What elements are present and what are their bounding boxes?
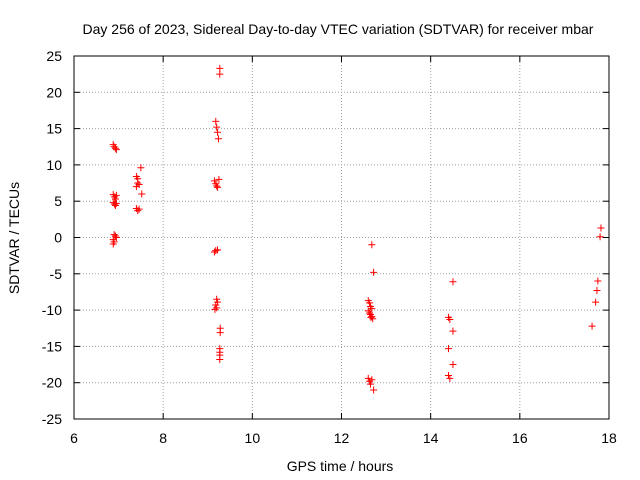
data-point bbox=[134, 207, 142, 215]
data-point bbox=[596, 233, 604, 241]
data-point bbox=[588, 322, 596, 330]
data-point bbox=[368, 241, 376, 249]
tick-labels: 6 8 10 12 14 16 18 25 20 15 10 5 0 -5 -10 -15 -20 -25 bbox=[42, 48, 617, 446]
data-point bbox=[597, 224, 605, 232]
data-point bbox=[112, 146, 120, 154]
data-point bbox=[109, 240, 117, 248]
x-tick-label: 12 bbox=[334, 430, 350, 446]
x-tick-label: 18 bbox=[601, 430, 617, 446]
data-point bbox=[593, 286, 601, 294]
y-tick-label: -20 bbox=[42, 375, 62, 391]
x-axis-title: GPS time / hours bbox=[287, 458, 394, 474]
y-tick-label: 15 bbox=[46, 121, 62, 137]
y-tick-label: -15 bbox=[42, 338, 62, 354]
data-point bbox=[366, 299, 374, 307]
x-tick-label: 16 bbox=[512, 430, 528, 446]
data-point bbox=[212, 301, 220, 309]
data-point bbox=[367, 313, 375, 321]
data-point bbox=[364, 374, 372, 382]
data-point bbox=[111, 200, 119, 208]
data-point bbox=[216, 355, 224, 363]
x-tick-label: 8 bbox=[159, 430, 167, 446]
data-point bbox=[213, 295, 221, 303]
data-point bbox=[135, 205, 143, 213]
y-tick-label: -5 bbox=[50, 266, 63, 282]
data-points bbox=[109, 64, 605, 394]
y-axis-title: SDTVAR / TECUs bbox=[6, 182, 22, 294]
y-tick-label: -25 bbox=[42, 411, 62, 427]
y-tick-label: 0 bbox=[54, 230, 62, 246]
data-point bbox=[111, 195, 119, 203]
data-point bbox=[369, 315, 377, 323]
y-tick-label: 25 bbox=[46, 48, 62, 64]
data-point bbox=[592, 298, 600, 306]
data-point bbox=[214, 135, 222, 143]
data-point bbox=[214, 128, 222, 136]
data-point bbox=[111, 144, 119, 152]
data-point bbox=[445, 371, 452, 379]
data-point bbox=[112, 191, 120, 199]
data-point bbox=[111, 232, 119, 240]
data-point bbox=[445, 345, 452, 353]
data-point bbox=[594, 277, 602, 285]
data-point bbox=[449, 361, 457, 369]
data-point bbox=[132, 183, 140, 191]
data-point bbox=[137, 164, 145, 172]
y-tick-label: 20 bbox=[46, 84, 62, 100]
x-tick-label: 10 bbox=[245, 430, 261, 446]
data-point bbox=[216, 329, 224, 337]
data-point bbox=[214, 183, 222, 191]
data-point bbox=[215, 175, 223, 183]
y-tick-label: 10 bbox=[46, 157, 62, 173]
data-point bbox=[366, 309, 374, 317]
data-point bbox=[449, 278, 457, 286]
data-point bbox=[210, 177, 218, 185]
y-tick-label: 5 bbox=[54, 193, 62, 209]
data-point bbox=[112, 199, 120, 207]
data-point bbox=[212, 247, 220, 255]
data-point bbox=[216, 70, 224, 78]
data-point bbox=[370, 386, 378, 394]
data-point bbox=[366, 380, 374, 388]
y-tick-label: -10 bbox=[42, 302, 62, 318]
data-point bbox=[446, 374, 454, 382]
data-point bbox=[213, 182, 221, 190]
data-point bbox=[446, 316, 454, 324]
data-point bbox=[368, 305, 376, 313]
data-point bbox=[211, 305, 219, 313]
chart-title: Day 256 of 2023, Sidereal Day-to-day VTE… bbox=[83, 21, 594, 37]
data-point bbox=[138, 190, 146, 198]
x-tick-label: 6 bbox=[70, 430, 78, 446]
data-point bbox=[368, 376, 376, 384]
data-point bbox=[213, 123, 221, 131]
data-point bbox=[134, 179, 142, 187]
data-point bbox=[213, 304, 221, 312]
data-point bbox=[212, 117, 220, 125]
axes bbox=[73, 55, 610, 420]
data-point bbox=[449, 327, 457, 335]
data-point bbox=[214, 298, 222, 306]
data-point bbox=[370, 268, 378, 276]
data-point bbox=[214, 246, 222, 254]
grid-lines bbox=[74, 56, 609, 419]
x-tick-label: 14 bbox=[423, 430, 439, 446]
